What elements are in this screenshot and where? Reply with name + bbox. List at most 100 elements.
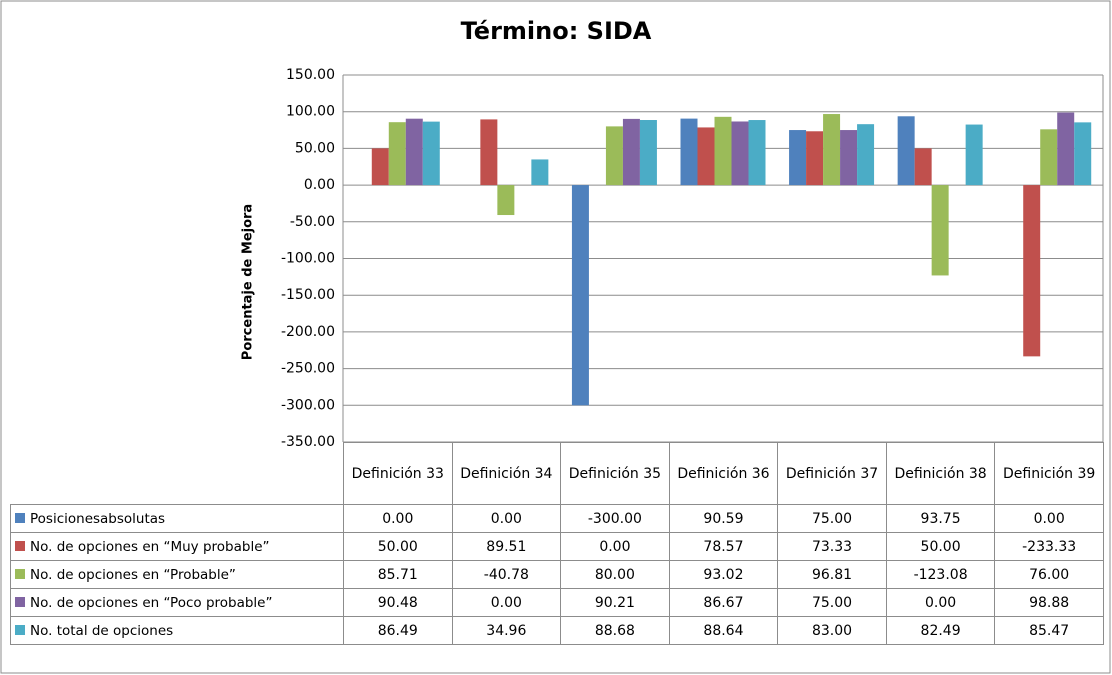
bar: [931, 185, 949, 276]
category-label: Definición 36: [668, 442, 779, 505]
bar: [605, 126, 623, 186]
series-row: No. total de opciones 86.49 34.96 88.68 88.6…: [10, 616, 1104, 645]
legend-key: [15, 512, 25, 523]
bar: [806, 131, 824, 186]
value-cell: 85.71: [343, 560, 453, 589]
legend-label: Posicionesabsolutas: [30, 510, 166, 527]
legend-key: [15, 540, 25, 551]
y-tick-label: 0.00: [304, 177, 335, 193]
value-cell: -233.33: [994, 532, 1104, 561]
value-cell: 0.00: [994, 504, 1104, 533]
y-tick-label: -300.00: [281, 397, 335, 413]
data-table: Definición 33 Definición 34 Definición 35 D…: [10, 442, 1104, 645]
legend-label: No. de opciones en “Probable”: [30, 566, 236, 583]
bar: [571, 185, 589, 406]
value-cell: -300.00: [560, 504, 670, 533]
category-label: Definición 34: [451, 442, 562, 505]
bar: [680, 118, 698, 186]
legend-entry: No. total de opciones: [10, 616, 344, 645]
value-cell: 90.48: [343, 588, 453, 617]
value-cell: 34.96: [451, 616, 562, 645]
legend-entry: No. de opciones en “Poco probable”: [10, 588, 344, 617]
bar: [731, 121, 749, 186]
bar: [748, 120, 766, 186]
bar: [714, 116, 732, 186]
y-tick-label: -150.00: [281, 287, 335, 303]
value-cell: 78.57: [668, 532, 779, 561]
series-row: No. de opciones en “Probable” 85.71 -40.78…: [10, 560, 1104, 589]
value-cell: 93.75: [885, 504, 996, 533]
value-cell: 50.00: [343, 532, 453, 561]
bar: [371, 148, 389, 186]
value-cell: 98.88: [994, 588, 1104, 617]
value-cell: -123.08: [885, 560, 996, 589]
category-label: Definición 35: [560, 442, 670, 505]
value-cell: 86.67: [668, 588, 779, 617]
value-cell: 50.00: [885, 532, 996, 561]
series-row: No. de opciones en “Poco probable” 90.48 0…: [10, 588, 1104, 617]
legend-label: No. de opciones en “Muy probable”: [30, 538, 270, 555]
value-cell: 88.64: [668, 616, 779, 645]
value-cell: 90.21: [560, 588, 670, 617]
bar: [1057, 112, 1075, 186]
bar: [789, 130, 807, 186]
value-cell: 0.00: [451, 504, 562, 533]
value-cell: 86.49: [343, 616, 453, 645]
y-tick-label: 150.00: [286, 67, 335, 83]
value-cell: 0.00: [343, 504, 453, 533]
legend-key: [15, 596, 25, 607]
value-cell: 90.59: [668, 504, 779, 533]
bar: [857, 124, 875, 186]
bar: [388, 122, 406, 186]
value-cell: 93.02: [668, 560, 779, 589]
value-cell: 76.00: [994, 560, 1104, 589]
value-cell: 96.81: [777, 560, 887, 589]
bar: [823, 114, 841, 186]
bar: [1074, 122, 1092, 186]
category-label: Definición 39: [994, 442, 1104, 505]
y-tick-label: 50.00: [295, 140, 335, 156]
blank-cell: [10, 442, 344, 505]
value-cell: 82.49: [885, 616, 996, 645]
legend-key: [15, 624, 25, 635]
value-cell: 0.00: [885, 588, 996, 617]
bar: [1023, 185, 1041, 357]
legend-label: No. total de opciones: [30, 622, 174, 639]
value-cell: -40.78: [451, 560, 562, 589]
header-row: Definición 33 Definición 34 Definición 35 D…: [10, 442, 1104, 505]
bar: [422, 121, 440, 186]
y-tick-label: -250.00: [281, 361, 335, 377]
chart-title: Término: SIDA: [461, 17, 652, 45]
y-tick-label: -100.00: [281, 251, 335, 267]
bar: [480, 119, 498, 186]
y-axis-label: Porcentaje de Mejora: [241, 204, 256, 360]
legend-label: No. de opciones en “Poco probable”: [30, 594, 273, 611]
bar: [1040, 129, 1058, 186]
legend-entry: No. de opciones en “Probable”: [10, 560, 344, 589]
value-cell: 73.33: [777, 532, 887, 561]
bar: [965, 124, 983, 186]
value-cell: 89.51: [451, 532, 562, 561]
value-cell: 75.00: [777, 588, 887, 617]
legend-key: [15, 568, 25, 579]
bar: [622, 118, 640, 186]
y-tick-label: -50.00: [290, 214, 335, 230]
series-row: Posicionesabsolutas 0.00 0.00 -300.00 90.59 7…: [10, 504, 1104, 533]
bar: [840, 130, 858, 186]
y-tick-label: 100.00: [286, 104, 335, 120]
bar: [914, 148, 932, 186]
value-cell: 0.00: [560, 532, 670, 561]
bar: [897, 116, 915, 186]
value-cell: 88.68: [560, 616, 670, 645]
category-label: Definición 33: [343, 442, 453, 505]
series-row: No. de opciones en “Muy probable” 50.00 89…: [10, 532, 1104, 561]
value-cell: 80.00: [560, 560, 670, 589]
bar: [697, 127, 715, 186]
category-label: Definición 38: [885, 442, 996, 505]
bar: [531, 159, 549, 186]
bar: [405, 118, 423, 186]
legend-entry: No. de opciones en “Muy probable”: [10, 532, 344, 561]
